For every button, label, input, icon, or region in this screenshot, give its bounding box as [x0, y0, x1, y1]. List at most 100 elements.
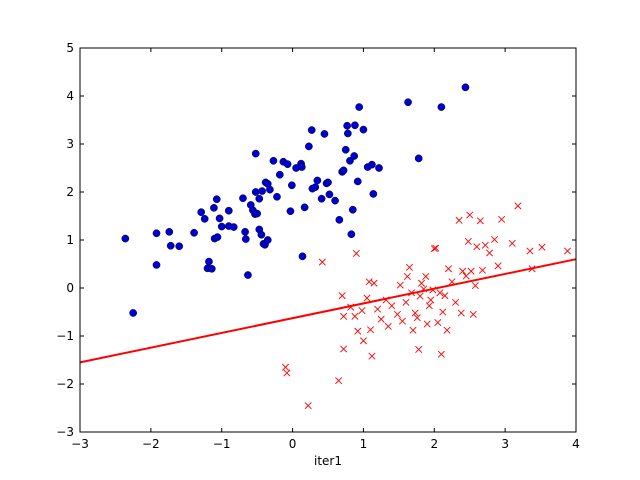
plot-area — [80, 48, 576, 432]
series-2-point-7 — [340, 312, 348, 320]
x-tick-label: −1 — [213, 437, 231, 451]
series-2-point-4 — [318, 258, 326, 266]
series-2-point-69 — [490, 236, 499, 244]
series-1-point-59 — [313, 176, 322, 185]
series-1-point-30 — [251, 188, 260, 196]
series-1-point-72 — [346, 156, 354, 165]
series-1-point-14 — [210, 203, 218, 212]
chart-marks — [79, 83, 577, 410]
series-2-point-6 — [338, 292, 346, 300]
series-1-point-63 — [324, 178, 332, 187]
series-2-point-59 — [464, 237, 472, 245]
series-1-point-68 — [339, 166, 348, 175]
series-2-point-14 — [359, 337, 367, 345]
series-1-point-81 — [368, 160, 376, 169]
axis-ticks — [79, 47, 577, 433]
series-1-point-20 — [224, 206, 233, 215]
series-1-point-79 — [359, 125, 368, 134]
series-2-point-11 — [352, 249, 360, 257]
series-2-point-28 — [402, 298, 410, 306]
series-1-point-10 — [200, 215, 209, 223]
y-tick-label: 4 — [66, 89, 74, 103]
series-1-point-9 — [197, 208, 206, 217]
series-2-point-10 — [351, 312, 359, 320]
series-2-point-24 — [388, 302, 396, 310]
series-1-point-44 — [273, 192, 281, 201]
y-tick-label: 3 — [66, 137, 74, 151]
series-2-point-54 — [452, 298, 460, 306]
series-2-point-18 — [368, 352, 376, 360]
series-2-point-37 — [418, 279, 426, 287]
series-2-point-2 — [283, 369, 291, 377]
series-1-point-61 — [320, 130, 329, 138]
series-1-point-52 — [297, 163, 306, 171]
series-1-point-86 — [437, 103, 446, 111]
series-1-point-69 — [341, 145, 350, 154]
x-axis-label: iter1 — [314, 454, 342, 468]
series-2-point-71 — [498, 215, 506, 223]
x-tick-label: 2 — [430, 437, 438, 451]
series-1-point-34 — [255, 194, 264, 203]
series-1-point-24 — [241, 227, 249, 236]
series-1-point-74 — [348, 205, 357, 214]
series-2-point-5 — [335, 377, 343, 385]
series-1-point-5 — [165, 227, 174, 236]
series-2-point-3 — [304, 402, 312, 410]
series-1-point-83 — [375, 164, 383, 172]
series-1-point-31 — [251, 149, 260, 158]
series-1-point-75 — [350, 152, 359, 160]
series-1-point-1 — [121, 234, 130, 243]
series-2-point-23 — [384, 322, 392, 330]
series-2-point-65 — [476, 217, 484, 225]
series-1-point-23 — [239, 194, 247, 203]
series-2-point-44 — [430, 245, 438, 253]
series-2-point-60 — [466, 211, 474, 219]
series-2-point-49 — [439, 308, 447, 316]
series-2-point-8 — [340, 345, 348, 353]
series-2-point-66 — [478, 266, 486, 274]
series-1-point-85 — [414, 154, 423, 163]
series-2-point-41 — [425, 302, 433, 310]
series-2-point-45 — [432, 244, 440, 252]
series-1-point-76 — [351, 121, 359, 130]
series-2-point-56 — [457, 309, 465, 317]
x-tick-label: −2 — [142, 437, 160, 451]
series-2-point-76 — [538, 243, 546, 251]
series-1-point-7 — [175, 242, 184, 251]
x-tick-label: 0 — [289, 437, 297, 451]
series-1-point-36 — [258, 187, 266, 195]
series-2-point-21 — [377, 315, 385, 323]
series-1-point-66 — [335, 215, 344, 224]
x-tick-label: 1 — [360, 437, 368, 451]
series-2-point-67 — [481, 241, 489, 249]
series-1-point-71 — [343, 129, 352, 138]
series-1-point-6 — [166, 241, 175, 250]
series-2-point-25 — [393, 310, 401, 318]
decision-boundary-line — [79, 258, 577, 364]
series-2-point-40 — [423, 320, 431, 328]
series-2-point-19 — [370, 279, 378, 287]
series-1-point-54 — [300, 203, 309, 212]
series-1-point-32 — [253, 209, 261, 218]
series-1-point-25 — [241, 235, 250, 243]
series-2-point-74 — [526, 247, 534, 255]
series-2-point-46 — [434, 319, 442, 327]
series-1-point-77 — [353, 177, 362, 186]
y-tick-label: −2 — [56, 377, 74, 391]
series-2-point-51 — [443, 326, 451, 334]
series-2-point-64 — [473, 243, 481, 251]
series-2-point-26 — [396, 281, 404, 289]
series-2-point-15 — [363, 294, 371, 302]
series-2 — [281, 202, 572, 410]
series-1-point-19 — [217, 222, 226, 231]
series-1-point-11 — [205, 257, 213, 266]
series-2-point-39 — [422, 272, 430, 280]
y-tick-label: −1 — [56, 329, 74, 343]
series-2-point-48 — [437, 350, 445, 358]
series-1-point-87 — [461, 83, 470, 92]
series-2-point-50 — [441, 292, 449, 300]
series-1-point-45 — [275, 170, 284, 179]
series-2-point-17 — [366, 326, 375, 334]
series-1-point-53 — [298, 252, 307, 261]
